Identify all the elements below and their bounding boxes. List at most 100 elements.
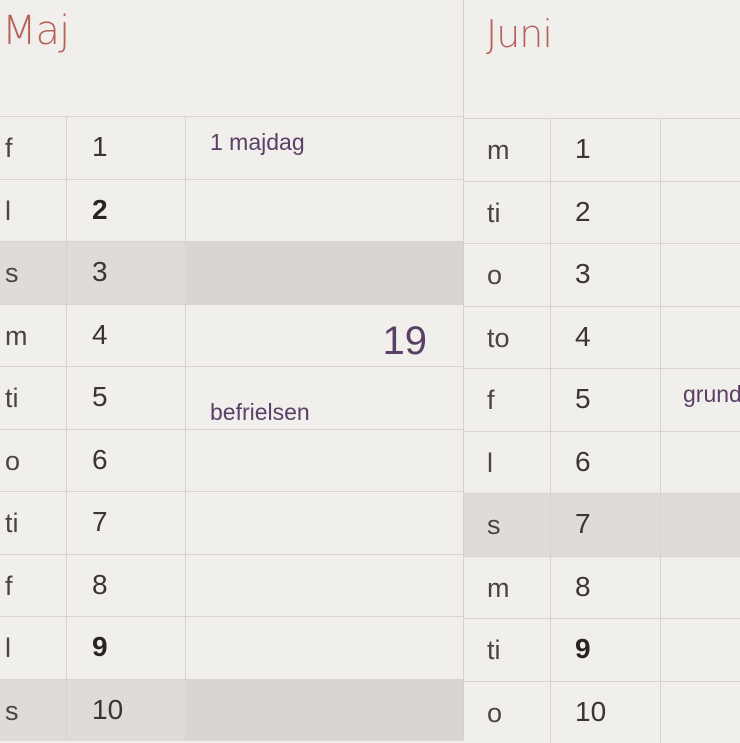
weekday-label: s <box>5 258 19 289</box>
weekday-label: l <box>487 448 493 479</box>
note-cell <box>186 180 463 242</box>
weekday-cell: f <box>0 117 67 179</box>
date-cell: 2 <box>551 182 661 244</box>
weekday-label: s <box>5 696 19 727</box>
day-number: 2 <box>92 194 108 226</box>
weekday-cell: o <box>464 682 551 743</box>
weekday-cell: o <box>0 430 67 492</box>
date-cell: 10 <box>67 680 186 742</box>
date-cell: 7 <box>67 492 186 554</box>
note-cell <box>661 307 740 369</box>
note-cell <box>661 682 740 743</box>
weekday-cell: ti <box>0 367 67 429</box>
day-number: 2 <box>575 196 591 228</box>
day-row: to 4 <box>464 306 740 369</box>
date-cell: 1 <box>67 117 186 179</box>
weekday-label: m <box>487 573 510 604</box>
day-number: 1 <box>575 133 591 165</box>
day-number: 7 <box>92 506 108 538</box>
day-row: o 10 <box>464 681 740 743</box>
weekday-label: f <box>487 385 495 416</box>
day-number: 1 <box>92 131 108 163</box>
weekday-label: f <box>5 571 13 602</box>
day-number: 10 <box>575 696 606 728</box>
weekday-cell: f <box>0 555 67 617</box>
day-number: 8 <box>92 569 108 601</box>
day-row: f 1 1 majdag <box>0 116 463 179</box>
note-cell <box>661 244 740 306</box>
date-cell: 1 <box>551 119 661 181</box>
date-cell: 7 <box>551 494 661 556</box>
weekday-label: f <box>5 133 13 164</box>
weekday-cell: l <box>464 432 551 494</box>
weekday-label: ti <box>487 635 501 666</box>
note-cell <box>186 430 463 492</box>
weekday-cell: s <box>0 680 67 742</box>
day-number: 5 <box>92 381 108 413</box>
weekday-label: ti <box>5 383 19 414</box>
weekday-label: m <box>487 135 510 166</box>
day-number: 6 <box>92 444 108 476</box>
day-number: 9 <box>92 631 108 663</box>
day-row: ti 7 <box>0 491 463 554</box>
day-number: 8 <box>575 571 591 603</box>
holiday-note: grund <box>683 381 740 408</box>
date-cell: 4 <box>551 307 661 369</box>
note-cell <box>661 119 740 181</box>
day-number: 4 <box>575 321 591 353</box>
weekday-cell: l <box>0 617 67 679</box>
day-number: 6 <box>575 446 591 478</box>
date-cell: 9 <box>67 617 186 679</box>
day-row: ti 9 <box>464 618 740 681</box>
note-cell <box>661 557 740 619</box>
weekday-cell: s <box>464 494 551 556</box>
note-cell <box>186 492 463 554</box>
weekday-label: to <box>487 323 510 354</box>
date-cell: 9 <box>551 619 661 681</box>
day-number: 7 <box>575 508 591 540</box>
note-cell <box>661 432 740 494</box>
note-cell: 1 majdag <box>186 117 463 179</box>
date-cell: 3 <box>551 244 661 306</box>
weekday-label: m <box>5 321 28 352</box>
month-title: Maj <box>2 8 69 54</box>
weekday-cell: ti <box>464 619 551 681</box>
holiday-note: befrielsen <box>210 399 310 426</box>
weekday-cell: ti <box>0 492 67 554</box>
note-cell <box>186 617 463 679</box>
date-cell: 6 <box>551 432 661 494</box>
weekday-label: o <box>5 446 20 477</box>
weekday-cell: l <box>0 180 67 242</box>
note-cell <box>661 619 740 681</box>
note-cell <box>186 242 463 304</box>
weekday-label: o <box>487 260 502 291</box>
note-cell <box>661 494 740 556</box>
weekday-cell: ti <box>464 182 551 244</box>
day-row: ti 5 befrielsen <box>0 366 463 429</box>
weekday-label: o <box>487 698 502 729</box>
weekday-cell: to <box>464 307 551 369</box>
date-cell: 8 <box>67 555 186 617</box>
weekday-label: l <box>5 633 11 664</box>
day-row: f 5 grund <box>464 368 740 431</box>
date-cell: 5 <box>551 369 661 431</box>
date-cell: 5 <box>67 367 186 429</box>
day-number: 9 <box>575 633 591 665</box>
week-number: 19 <box>383 319 428 364</box>
weekday-label: ti <box>487 198 501 229</box>
